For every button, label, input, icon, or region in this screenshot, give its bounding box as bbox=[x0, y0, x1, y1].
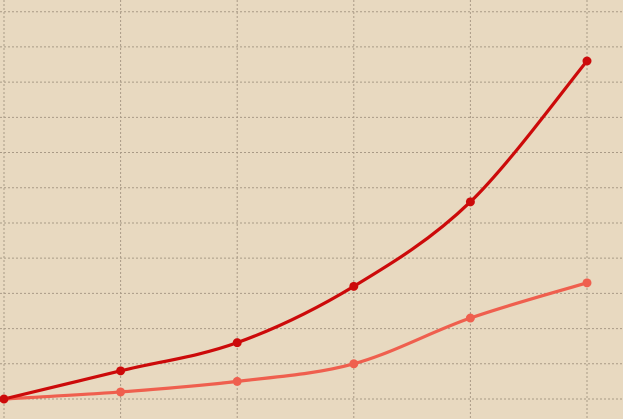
series-line-1 bbox=[2, 59, 589, 401]
data-point-series-2 bbox=[465, 313, 475, 323]
data-point-series-1 bbox=[116, 366, 126, 376]
data-point-series-1 bbox=[232, 338, 242, 348]
data-point-series-2 bbox=[116, 387, 126, 397]
data-points bbox=[0, 56, 592, 404]
data-point-series-2 bbox=[349, 359, 359, 369]
data-point-series-1 bbox=[465, 197, 475, 207]
data-point-series-2 bbox=[232, 376, 242, 386]
series-lines bbox=[2, 59, 589, 401]
series-line-2 bbox=[2, 281, 589, 401]
data-point-series-1 bbox=[582, 56, 592, 66]
data-point-series-1 bbox=[0, 394, 9, 404]
data-point-series-2 bbox=[582, 278, 592, 288]
data-point-series-1 bbox=[349, 281, 359, 291]
